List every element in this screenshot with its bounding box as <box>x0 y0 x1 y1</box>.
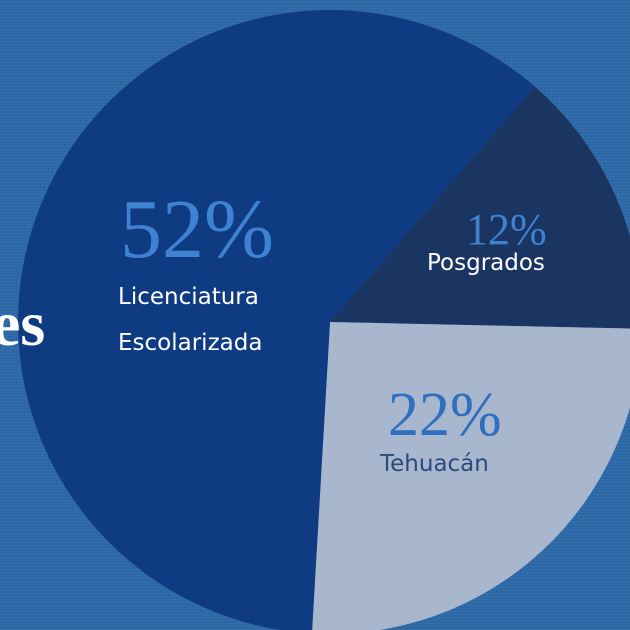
pie-slice <box>18 10 535 630</box>
slice-label: Tehuacán <box>380 451 489 477</box>
chart-title: es <box>0 288 46 359</box>
pie-slice <box>312 322 630 630</box>
slice-label: Licenciatura Escolarizada <box>118 284 263 356</box>
slice-value-label: 52% <box>120 183 274 276</box>
slice-value-label: 12% <box>466 205 547 254</box>
slice-value-label: 22% <box>388 381 502 449</box>
pie-slice <box>330 86 630 329</box>
slice-label: Posgrados <box>427 250 545 276</box>
